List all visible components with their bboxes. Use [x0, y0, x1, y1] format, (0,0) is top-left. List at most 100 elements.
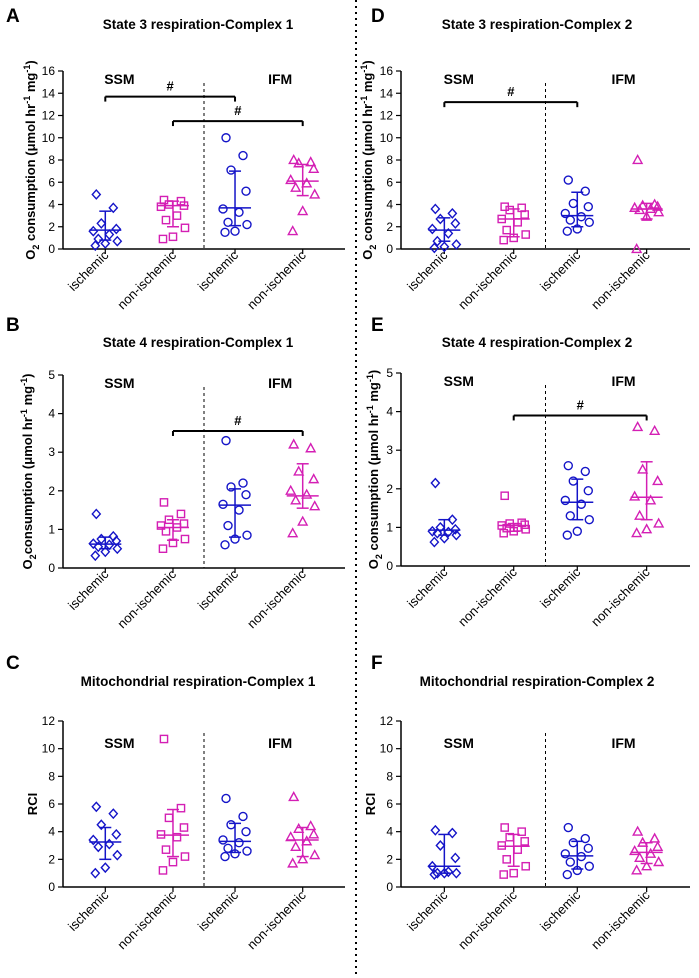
data-point — [172, 832, 182, 842]
significance-label: # — [234, 103, 242, 118]
data-point — [158, 866, 168, 875]
data-point — [309, 188, 321, 199]
y-tick-label: 12 — [380, 109, 394, 123]
data-point — [100, 237, 111, 249]
series-0 — [88, 801, 123, 879]
y-tick-label: 0 — [386, 559, 393, 573]
group-label-ifm: IFM — [268, 735, 292, 751]
data-point — [562, 226, 572, 236]
y-tick-label: 4 — [48, 407, 55, 421]
data-point — [447, 514, 458, 526]
data-point — [500, 823, 510, 832]
data-point — [429, 242, 440, 254]
data-point — [439, 241, 450, 253]
data-point — [238, 478, 248, 488]
data-point — [290, 840, 302, 851]
data-point — [632, 825, 644, 836]
y-tick-label: 10 — [380, 131, 394, 145]
data-point — [226, 165, 236, 175]
y-tick-label: 4 — [48, 198, 55, 212]
data-point — [439, 532, 450, 544]
data-point — [435, 213, 446, 225]
y-tick-label: 6 — [386, 797, 393, 811]
data-point — [562, 530, 572, 540]
data-point — [290, 494, 302, 505]
series-1 — [497, 823, 531, 879]
y-tick-label: 16 — [42, 64, 56, 78]
data-point — [451, 867, 462, 879]
x-category-label: non-ischemic — [244, 247, 309, 312]
data-point — [301, 177, 313, 188]
x-category-label: non-ischemic — [114, 887, 179, 952]
data-point — [90, 240, 101, 252]
data-point — [156, 521, 166, 530]
series-1 — [156, 195, 190, 244]
panel-e: E State 4 respiration-Complex 2 0 1 2 3 4 5 isch… — [365, 315, 690, 629]
y-axis-label-part: consumption (μmol hr — [20, 417, 35, 554]
group-label-ifm: IFM — [611, 373, 635, 389]
y-axis-label-part: 2 — [28, 554, 38, 559]
x-category-label: ischemic — [404, 887, 451, 934]
y-axis-label-part: ) — [23, 60, 38, 64]
data-point — [223, 520, 233, 531]
data-point — [297, 853, 309, 864]
data-point — [179, 823, 189, 832]
data-point — [520, 837, 530, 846]
y-tick-label: 2 — [48, 484, 55, 498]
data-point — [645, 847, 657, 858]
data-point — [432, 527, 443, 539]
data-point — [580, 466, 590, 477]
data-point — [427, 860, 438, 872]
data-point — [305, 156, 317, 167]
data-point — [96, 819, 107, 831]
y-axis-label-part: 2 — [368, 245, 378, 250]
data-point — [221, 793, 231, 804]
data-point — [584, 217, 594, 228]
data-point — [156, 202, 166, 212]
data-point — [226, 820, 236, 830]
data-point — [285, 484, 297, 495]
significance-label: # — [507, 84, 515, 99]
data-point — [100, 862, 111, 874]
y-axis-label: O2consumption (μmol hr-1 mg-1) — [19, 374, 38, 570]
data-point — [560, 208, 570, 219]
data-point — [91, 508, 102, 520]
data-point — [93, 541, 104, 553]
data-point — [288, 438, 300, 449]
data-point — [509, 526, 519, 536]
data-point — [111, 828, 122, 840]
y-tick-label: 16 — [380, 64, 394, 78]
significance-label: # — [234, 413, 242, 428]
data-point — [112, 235, 123, 247]
group-label-ssm: SSM — [444, 735, 474, 751]
data-point — [221, 133, 231, 143]
data-point — [450, 852, 461, 864]
x-category-label: non-ischemic — [588, 887, 653, 952]
data-point — [218, 835, 228, 845]
data-point — [563, 175, 573, 185]
data-point — [288, 153, 300, 165]
data-point — [572, 526, 582, 536]
data-point — [220, 540, 230, 550]
y-tick-label: 0 — [48, 880, 55, 894]
group-label-ifm: IFM — [611, 71, 635, 87]
y-axis-label-part: -1 — [365, 374, 375, 382]
group-label-ifm: IFM — [268, 71, 292, 87]
panel-letter: D — [371, 6, 385, 27]
data-point — [88, 225, 99, 237]
series-3 — [285, 438, 321, 538]
data-point — [226, 482, 236, 492]
data-point — [641, 860, 653, 871]
data-point — [96, 217, 107, 229]
data-point — [112, 849, 123, 861]
data-point — [168, 232, 178, 242]
data-point — [568, 838, 578, 848]
data-point — [499, 528, 509, 538]
data-point — [164, 200, 174, 209]
data-point — [234, 505, 244, 515]
panel-b: B State 4 respiration-Complex 1 0 1 2 3 4 5 isch… — [6, 315, 345, 631]
y-axis-label: O2 consumption (μmol hr-1 mg-1) — [22, 60, 41, 259]
data-point — [301, 835, 313, 846]
y-axis-label: RCI — [363, 793, 378, 815]
